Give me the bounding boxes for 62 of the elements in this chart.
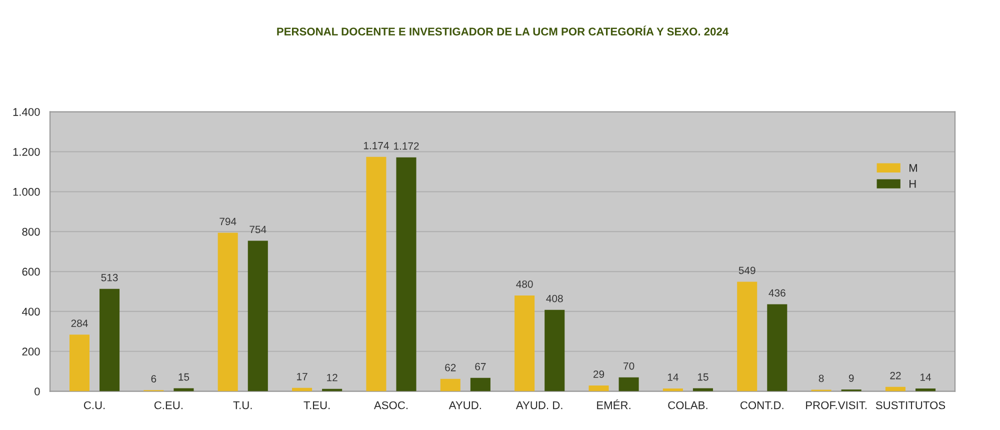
y-tick-label: 400	[22, 308, 40, 316]
data-label: 1.172	[394, 142, 419, 150]
data-label: 9	[848, 374, 854, 382]
x-tick-label: COLAB.	[668, 401, 708, 410]
bar	[366, 156, 386, 392]
bar	[470, 378, 490, 392]
x-tick-label: AYUD. D.	[516, 401, 562, 410]
x-tick-label: AYUD.	[448, 401, 481, 410]
data-label: 14	[668, 374, 678, 381]
bar	[767, 304, 788, 392]
y-tick-label: 1.200	[13, 148, 40, 156]
data-label: 14	[920, 374, 931, 381]
data-label: 70	[624, 362, 634, 370]
data-label: 8	[818, 374, 824, 382]
data-label: 513	[101, 274, 118, 282]
bar	[544, 310, 565, 392]
x-tick-label: EMÉR.	[597, 399, 630, 410]
bar	[885, 386, 906, 392]
bar	[248, 240, 268, 392]
legend-label: H	[910, 180, 916, 188]
x-tick-label: T.U.	[233, 401, 252, 410]
data-label: 436	[768, 289, 786, 297]
data-label: 29	[593, 370, 604, 378]
data-label: 17	[297, 373, 308, 380]
y-tick-label: 0	[34, 388, 40, 396]
bar	[737, 282, 758, 392]
y-tick-label: 200	[22, 348, 40, 356]
data-label: 15	[178, 373, 190, 381]
bar	[69, 334, 90, 392]
x-tick-label: PROF.VISIT.	[806, 401, 866, 410]
bar	[514, 295, 535, 392]
data-label: 22	[890, 372, 901, 380]
bar	[618, 377, 639, 392]
data-label: 1.174	[364, 142, 389, 150]
bar	[218, 232, 238, 392]
bar	[396, 157, 416, 392]
legend-label: M	[910, 164, 917, 172]
bar	[440, 378, 460, 392]
data-label: 480	[516, 280, 533, 288]
x-tick-label: ASOC.	[374, 401, 408, 410]
x-tick-label: C.U.	[84, 401, 105, 410]
y-tick-label: 1.400	[13, 108, 40, 116]
data-label: 12	[327, 374, 338, 382]
data-label: 67	[475, 362, 486, 370]
y-tick-label: 800	[22, 228, 40, 236]
bar	[100, 288, 120, 392]
data-label: 284	[71, 320, 88, 327]
chart-title: PERSONAL DOCENTE E INVESTIGADOR DE LA UCM POR CATEGORÍA Y SEXO. 2024	[277, 26, 729, 36]
x-tick-label: SUSTITUTOS	[876, 401, 946, 410]
y-tick-label: 1.000	[13, 188, 40, 196]
bar	[588, 386, 609, 392]
x-tick-label: C.EU.	[154, 401, 182, 410]
x-tick-label: T.EU.	[304, 401, 330, 410]
data-label: 15	[698, 373, 708, 381]
data-label: 549	[738, 266, 756, 274]
data-label: 794	[220, 218, 236, 226]
y-tick-label: 600	[22, 268, 40, 276]
data-label: 754	[250, 226, 266, 234]
x-tick-label: CONT.D.	[740, 401, 784, 410]
data-label: 408	[546, 294, 563, 302]
data-label: 6	[151, 375, 156, 382]
data-label: 62	[445, 364, 456, 372]
